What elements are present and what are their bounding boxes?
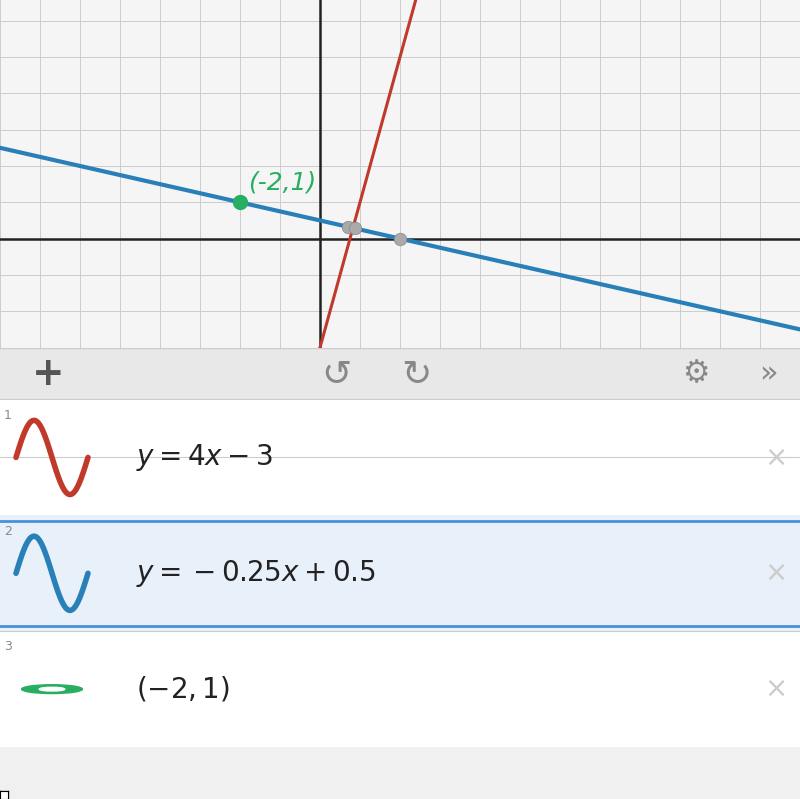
- Text: ⚙: ⚙: [682, 359, 710, 388]
- Text: ×: ×: [764, 675, 788, 703]
- Text: 1: 1: [4, 409, 12, 422]
- Text: 2: 2: [4, 525, 12, 538]
- Text: +: +: [32, 355, 64, 392]
- Circle shape: [39, 687, 65, 691]
- Text: $y = -0.25x + 0.5$: $y = -0.25x + 0.5$: [136, 558, 376, 589]
- Text: $y = 4x - 3$: $y = 4x - 3$: [136, 442, 273, 473]
- Circle shape: [22, 685, 82, 694]
- Text: »: »: [758, 359, 778, 388]
- Text: ↻: ↻: [401, 356, 431, 391]
- Text: $(-2,1)$: $(-2,1)$: [136, 674, 230, 704]
- Text: (-2,1): (-2,1): [248, 170, 316, 195]
- Text: ×: ×: [764, 559, 788, 587]
- Text: 3: 3: [4, 641, 12, 654]
- Text: ×: ×: [764, 443, 788, 471]
- Text: ↺: ↺: [321, 356, 351, 391]
